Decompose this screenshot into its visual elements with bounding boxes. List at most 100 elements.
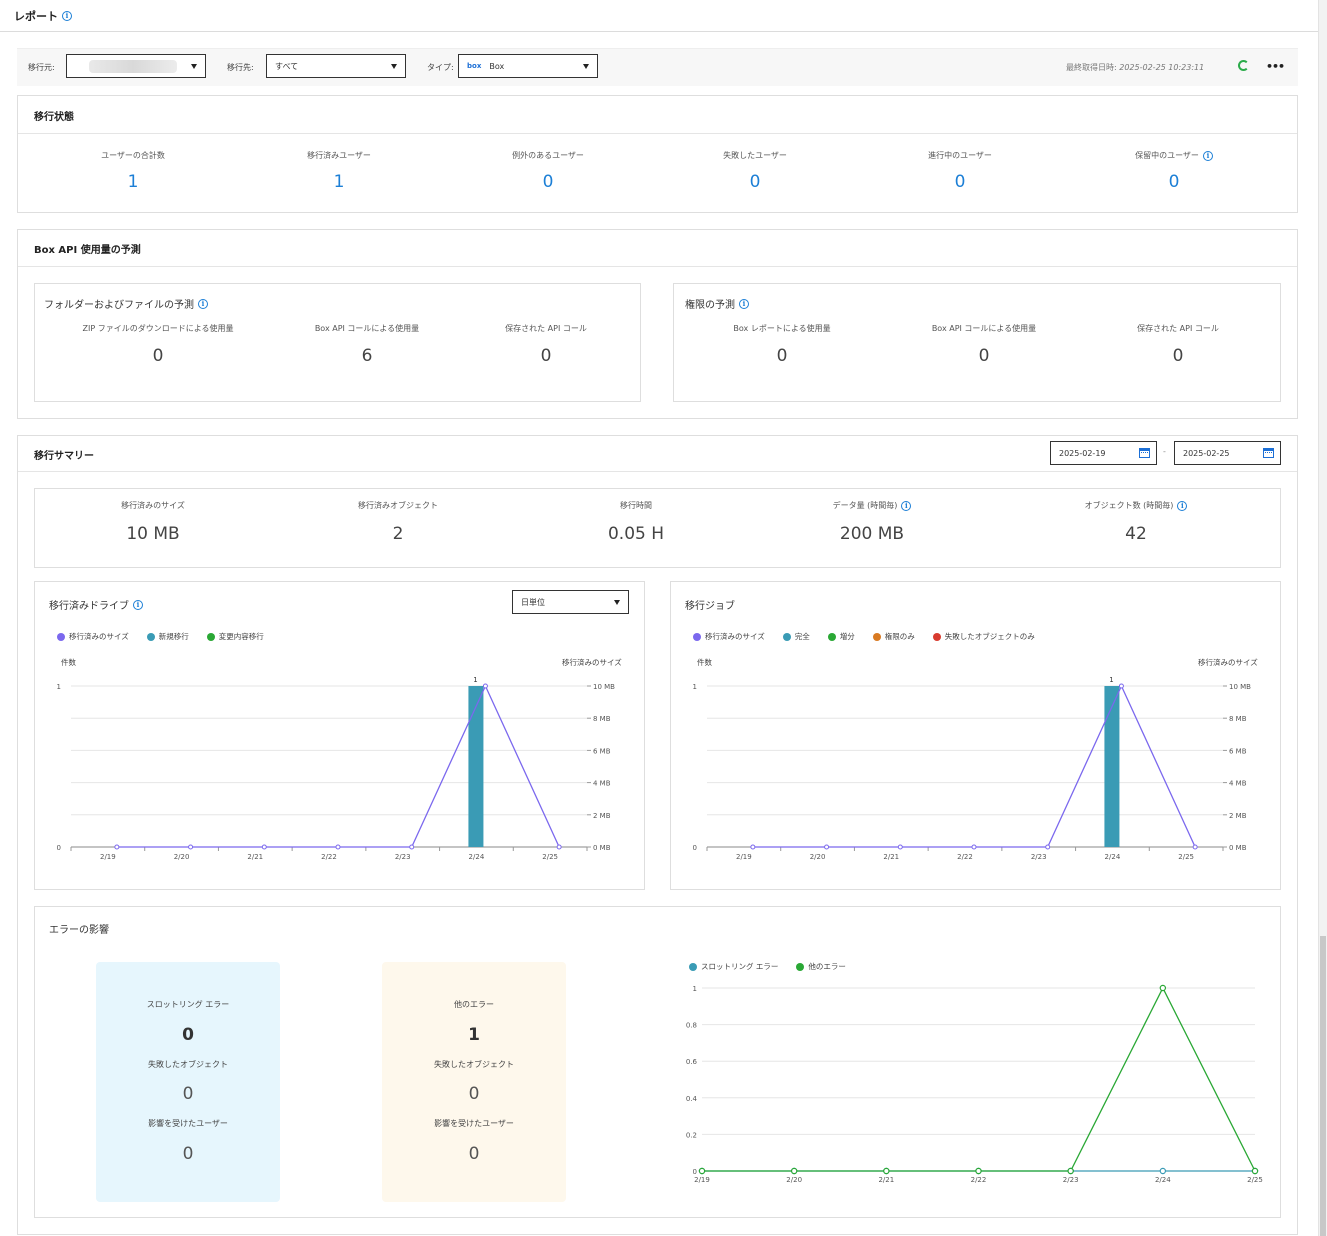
legend-item[interactable]: 変更内容移行 [206, 631, 264, 642]
status-stat-label: 保留中のユーザー i [1084, 150, 1264, 161]
legend-dot [796, 962, 805, 971]
y-tick-label: 1 [693, 985, 697, 993]
error-impact-title: エラーの影響 [49, 925, 109, 936]
summary-stat-label: 移行済みのサイズ [121, 501, 185, 510]
dest-select[interactable]: すべて [266, 54, 406, 78]
refresh-icon[interactable] [1238, 60, 1249, 71]
y-axis-title: 件数 [697, 658, 712, 667]
source-select[interactable] [66, 54, 206, 78]
error-point[interactable] [1067, 1167, 1074, 1175]
calendar-icon[interactable] [1263, 448, 1274, 458]
affected-users-value: 0 [182, 1144, 194, 1164]
box-logo-icon: box [467, 62, 482, 70]
status-stat-value[interactable]: 0 [954, 172, 966, 192]
last-fetch: 最終取得日時: 2025-02-25 10:23:11 [1066, 63, 1205, 72]
calendar-icon[interactable] [1139, 448, 1150, 458]
legend-item[interactable]: スロットリング エラー [689, 961, 778, 972]
y-tick-label: 0.8 [686, 1022, 697, 1030]
summary-stat-value: 2 [392, 524, 404, 544]
error-point[interactable] [698, 1167, 706, 1175]
size-point[interactable] [188, 844, 194, 850]
size-point[interactable] [261, 844, 267, 850]
bar[interactable] [468, 686, 484, 847]
size-point[interactable] [482, 683, 488, 689]
size-point[interactable] [1045, 844, 1051, 850]
permission-forecast-panel [673, 283, 1281, 402]
x-tick-label: 2/23 [1031, 853, 1047, 861]
other-error-label: 他のエラー [454, 1000, 494, 1009]
size-point[interactable] [971, 844, 977, 850]
size-point[interactable] [335, 844, 341, 850]
status-stat-value[interactable]: 0 [1168, 172, 1180, 192]
error-point[interactable] [1159, 984, 1167, 992]
job-chart-panel [670, 581, 1281, 890]
size-point[interactable] [897, 844, 903, 850]
legend-item[interactable]: 移行済みのサイズ [693, 631, 765, 642]
drive-chart-panel [34, 581, 645, 890]
legend-item[interactable]: 他のエラー [796, 961, 846, 972]
size-point[interactable] [114, 844, 120, 850]
error-point[interactable] [1159, 1167, 1167, 1175]
status-stat-value[interactable]: 0 [542, 172, 554, 192]
info-icon[interactable]: i [901, 500, 912, 511]
scrollbar-thumb[interactable] [1320, 936, 1326, 1236]
date-from-input[interactable]: 2025-02-19 [1050, 441, 1157, 465]
size-point[interactable] [409, 844, 415, 850]
header-divider [0, 31, 1318, 32]
legend-item[interactable]: 権限のみ [872, 631, 915, 642]
legend-item[interactable]: 新規移行 [146, 631, 189, 642]
error-point[interactable] [975, 1167, 982, 1175]
legend-item[interactable]: 完全 [782, 631, 810, 642]
legend-dot [693, 632, 701, 641]
size-point[interactable] [1192, 844, 1198, 850]
x-tick-label: 2/24 [1155, 1176, 1171, 1184]
legend-item[interactable]: 増分 [827, 631, 855, 642]
legend-item[interactable]: 失敗したオブジェクトのみ [932, 631, 1035, 642]
bar[interactable] [1104, 686, 1120, 847]
y2-tick-label: 6 MB [1229, 747, 1247, 755]
status-stat-label: 例外のあるユーザー [512, 151, 584, 160]
error-point[interactable] [1251, 1167, 1259, 1175]
info-icon[interactable]: i [62, 11, 72, 21]
date-to-input[interactable]: 2025-02-25 [1174, 441, 1281, 465]
granularity-select[interactable]: 日単位 [512, 590, 629, 614]
x-tick-label: 2/21 [247, 853, 263, 861]
scrollbar[interactable] [1318, 0, 1327, 1236]
legend-item[interactable]: 移行済みのサイズ [57, 631, 129, 642]
info-icon[interactable]: i [1202, 150, 1213, 161]
status-stat-label: ユーザーの合計数 [101, 151, 165, 160]
y2-tick-label: 0 MB [1229, 844, 1247, 852]
forecast-stat-label: 保存された API コール [1137, 324, 1219, 333]
dest-label: 移行先: [227, 63, 254, 72]
x-tick-label: 2/25 [542, 853, 558, 861]
y2-axis-title: 移行済みのサイズ [562, 658, 622, 667]
folder-forecast-title: フォルダーおよびファイルの予測 i [44, 296, 208, 311]
info-icon[interactable]: i [1177, 500, 1188, 511]
status-stat-value[interactable]: 1 [127, 172, 139, 192]
y-tick-label: 0 [57, 844, 61, 852]
more-menu-icon[interactable]: ••• [1266, 60, 1285, 73]
error-point[interactable] [883, 1167, 890, 1175]
info-icon[interactable]: i [198, 298, 208, 309]
size-point[interactable] [1118, 683, 1124, 689]
type-select[interactable]: box Box [458, 54, 598, 78]
x-tick-label: 2/23 [1063, 1176, 1079, 1184]
summary-stat-value: 42 [1125, 524, 1147, 544]
size-point[interactable] [556, 844, 562, 850]
x-tick-label: 2/25 [1247, 1176, 1263, 1184]
size-point[interactable] [750, 844, 756, 850]
legend-dot [57, 632, 65, 641]
error-point[interactable] [790, 1167, 798, 1175]
throttling-error-label: スロットリング エラー [146, 1000, 230, 1009]
status-stat-value[interactable]: 0 [749, 172, 761, 192]
drive-chart-title: 移行済みドライブ i [49, 597, 143, 612]
legend-dot [146, 632, 155, 641]
api-forecast-title: Box API 使用量の予測 [34, 245, 141, 256]
info-icon[interactable]: i [739, 298, 749, 309]
legend-dot [689, 962, 697, 971]
failed-objects-value: 0 [182, 1084, 194, 1104]
info-icon[interactable]: i [133, 599, 143, 610]
x-tick-label: 2/20 [786, 1176, 802, 1184]
size-point[interactable] [824, 844, 830, 850]
status-stat-value[interactable]: 1 [333, 172, 345, 192]
